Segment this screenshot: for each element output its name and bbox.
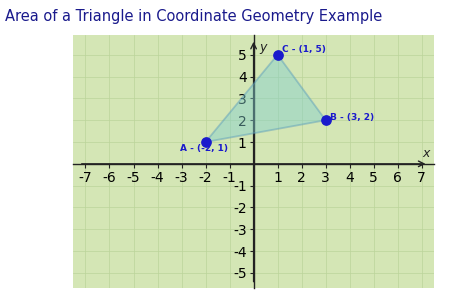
Text: x: x <box>423 147 430 160</box>
Polygon shape <box>206 55 326 142</box>
Text: B - (3, 2): B - (3, 2) <box>330 113 374 122</box>
Point <box>202 140 210 145</box>
Point <box>274 52 282 57</box>
Point <box>322 118 329 123</box>
Text: y: y <box>259 41 266 54</box>
Text: Area of a Triangle in Coordinate Geometry Example: Area of a Triangle in Coordinate Geometr… <box>5 9 382 24</box>
Text: A - (-2, 1): A - (-2, 1) <box>180 144 228 153</box>
Text: C - (1, 5): C - (1, 5) <box>282 45 326 54</box>
